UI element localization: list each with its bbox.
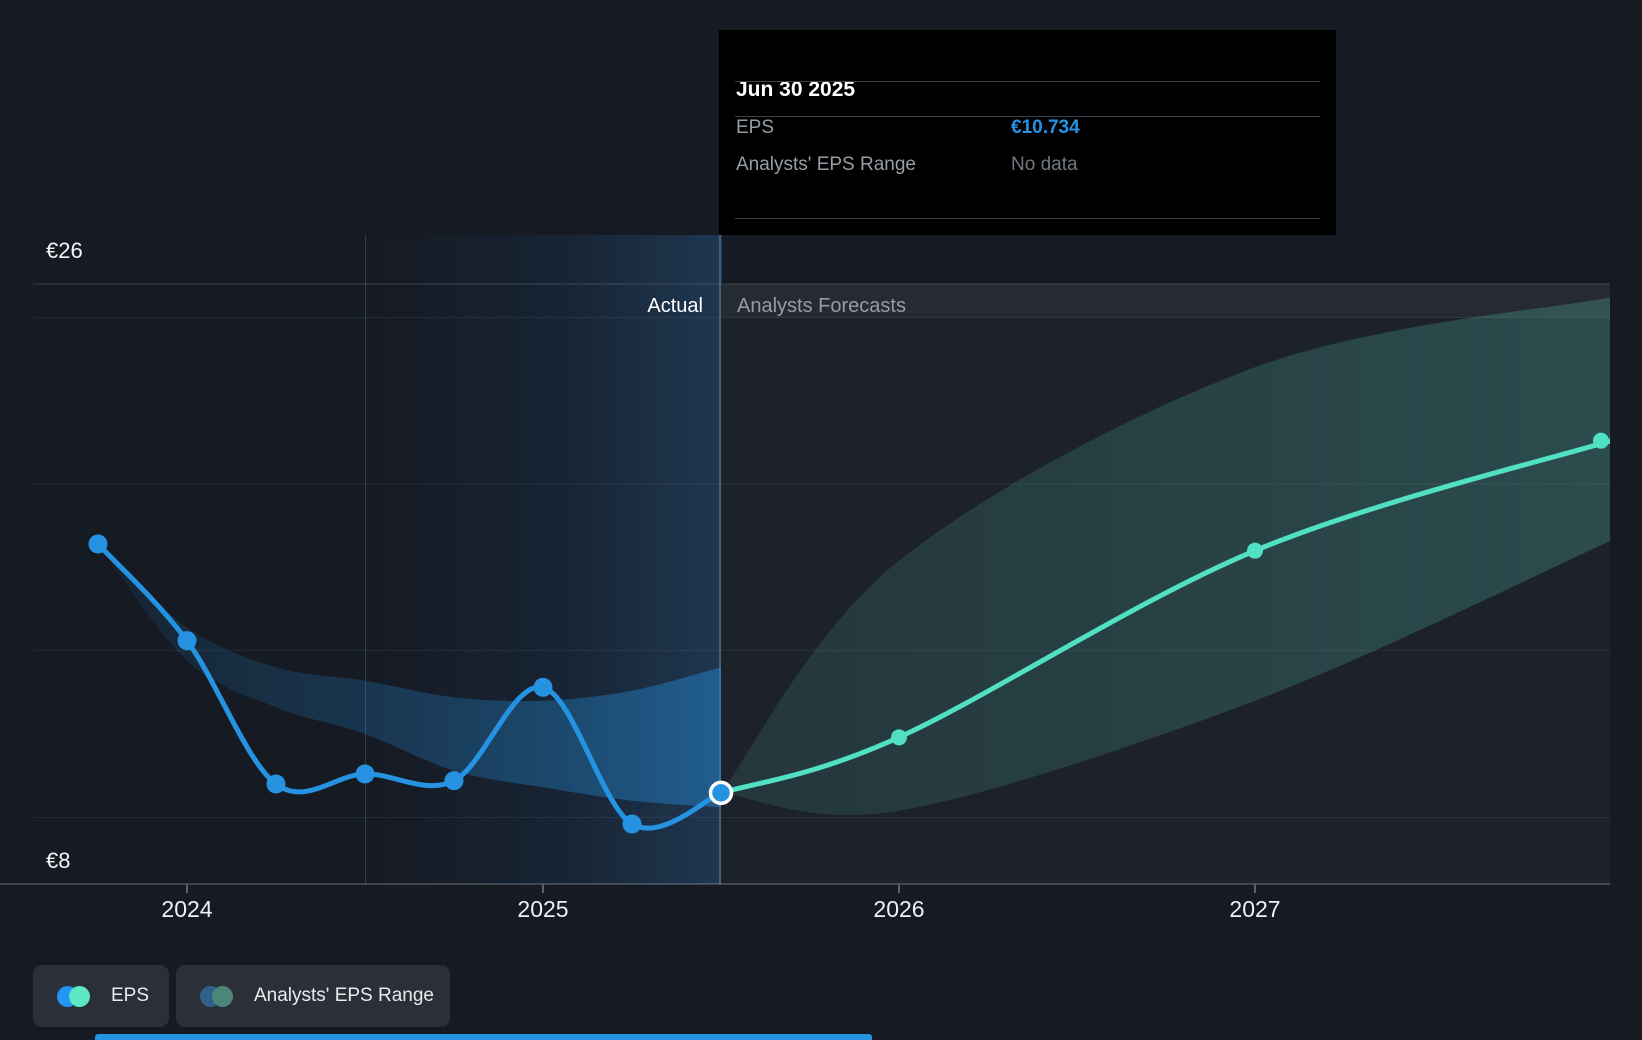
x-tick-label-2027: 2027 (1229, 896, 1281, 922)
today-divider-line (719, 235, 721, 884)
range-band (98, 544, 721, 808)
x-tick-label-2026: 2026 (873, 896, 925, 922)
tooltip-range-label: Analysts' EPS Range (736, 154, 916, 175)
range-teal-dot-icon (212, 985, 233, 1007)
eps-point[interactable] (266, 774, 286, 794)
tooltip-divider (735, 218, 1320, 219)
tooltip-eps-value: €10.734 (1011, 117, 1080, 138)
x-tick-label-2024: 2024 (161, 896, 213, 922)
bottom-scroll-indicator[interactable] (95, 1034, 872, 1040)
legend-range-label: Analysts' EPS Range (254, 985, 434, 1006)
eps-point[interactable] (622, 814, 642, 834)
eps-point[interactable] (444, 771, 464, 791)
tooltip-range-value: No data (1011, 154, 1078, 175)
eps-point[interactable] (891, 729, 907, 746)
range-band (721, 297, 1610, 815)
chart-tooltip: Jun 30 2025 EPS €10.734 Analysts' EPS Ra… (719, 30, 1336, 235)
series-line (95, 541, 724, 831)
legend-item-eps[interactable]: EPS (33, 965, 169, 1027)
actual-zone-label: Actual (647, 295, 703, 317)
eps-point[interactable] (88, 534, 108, 554)
eps-point[interactable] (177, 631, 197, 651)
forecast-zone-label: Analysts Forecasts (737, 295, 906, 317)
eps-point[interactable] (1593, 432, 1609, 449)
eps-teal-dot-icon (69, 985, 90, 1007)
legend-eps-label: EPS (111, 985, 150, 1006)
series-line (718, 438, 1610, 796)
tooltip-date-title: Jun 30 2025 (736, 78, 856, 101)
tooltip-eps-label: EPS (736, 117, 775, 138)
y-axis-min-label: €8 (46, 848, 71, 873)
tooltip-divider (735, 116, 1320, 117)
x-tick-label-2025: 2025 (517, 896, 569, 922)
eps-point[interactable] (1247, 542, 1263, 559)
current-eps-point[interactable] (708, 780, 734, 806)
legend-item-analysts-eps-range[interactable]: Analysts' EPS Range (176, 965, 450, 1027)
forecast-label-strip (721, 284, 1610, 318)
eps-point[interactable] (533, 677, 553, 697)
tooltip-divider (735, 81, 1320, 82)
y-axis-max-label: €26 (46, 238, 83, 263)
eps-point[interactable] (355, 764, 375, 784)
